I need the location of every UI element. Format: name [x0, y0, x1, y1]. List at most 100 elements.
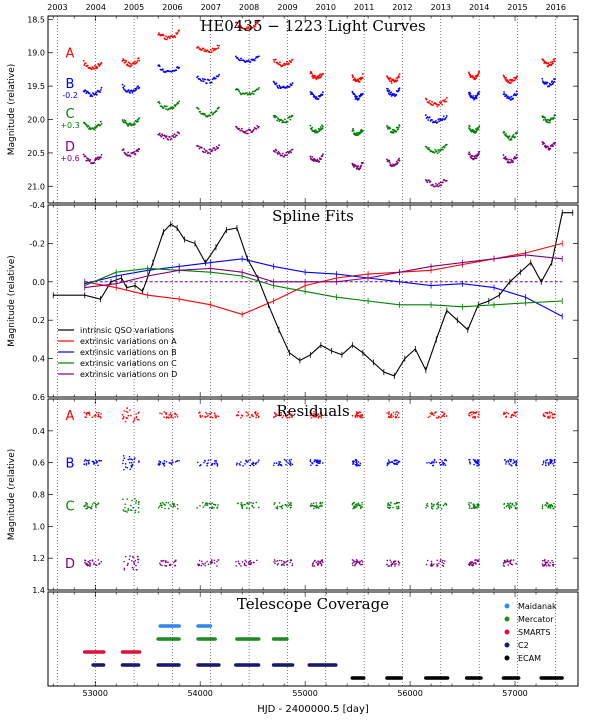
residual-point-a — [199, 416, 202, 418]
residual-point-a — [210, 415, 212, 418]
coverage-point-c2 — [177, 663, 181, 667]
residual-point-d — [547, 560, 550, 562]
point-a — [395, 77, 398, 79]
residual-point-c — [397, 501, 399, 504]
point-a — [310, 72, 313, 75]
residual-point-b — [239, 464, 241, 466]
point-c — [319, 126, 322, 128]
point-a — [312, 77, 315, 80]
point-d — [168, 136, 171, 138]
point-a — [83, 64, 86, 66]
residual-point-a — [214, 414, 216, 416]
residual-point-d — [204, 562, 207, 564]
residual-point-b — [512, 459, 515, 461]
series-label-a: A — [66, 47, 75, 62]
residual-point-a — [398, 416, 400, 419]
point-d — [513, 157, 515, 160]
point-b — [240, 57, 242, 60]
point-a — [98, 65, 101, 67]
residual-point-a — [282, 414, 285, 417]
chart-title-light-curves: HE0435 − 1223 Light Curves — [200, 17, 425, 35]
residual-point-c — [159, 502, 162, 505]
point-d — [208, 148, 211, 151]
point-b — [315, 96, 318, 99]
point-c — [95, 126, 98, 128]
residual-point-a — [396, 411, 399, 413]
residual-point-d — [510, 563, 513, 566]
point-c — [398, 124, 401, 127]
residual-point-c — [134, 509, 137, 512]
residual-point-a — [213, 412, 216, 414]
point-c — [254, 89, 257, 92]
residual-point-c — [476, 504, 479, 506]
point-a — [248, 28, 251, 31]
point-b — [202, 80, 205, 83]
residual-point-b — [85, 462, 88, 465]
residual-point-a — [254, 413, 257, 415]
residual-point-b — [397, 460, 400, 463]
residual-point-d — [290, 559, 292, 561]
residual-point-a — [315, 414, 318, 416]
point-b — [442, 117, 444, 120]
point-c — [199, 110, 202, 113]
point-d — [167, 138, 170, 141]
point-a — [134, 60, 136, 63]
residual-point-d — [312, 565, 314, 567]
residual-point-b — [96, 460, 99, 463]
residual-point-d — [471, 561, 474, 564]
residual-point-a — [85, 412, 87, 415]
residual-point-d — [441, 561, 443, 564]
point-c — [99, 124, 102, 127]
residual-point-c — [514, 507, 517, 509]
point-b — [389, 93, 392, 96]
residual-point-a — [433, 414, 435, 417]
residual-point-b — [322, 462, 324, 464]
residual-point-b — [279, 461, 282, 463]
residual-point-b — [85, 464, 88, 466]
point-a — [137, 57, 140, 60]
residual-point-d — [541, 563, 544, 565]
residual-point-a — [388, 413, 390, 416]
residual-point-c — [397, 505, 400, 508]
coverage-point-c2 — [136, 663, 141, 667]
residual-point-b — [257, 461, 259, 463]
residual-point-c — [353, 506, 355, 508]
residual-point-b — [138, 461, 140, 463]
residual-point-d — [474, 562, 477, 564]
point-b — [217, 75, 220, 78]
y-tick-label: 0.6 — [32, 393, 45, 402]
residual-point-b — [162, 463, 165, 466]
residual-point-b — [215, 461, 217, 463]
residual-point-a — [515, 415, 517, 417]
residual-point-c — [86, 503, 89, 505]
point-a — [552, 58, 555, 61]
residual-point-d — [85, 563, 88, 565]
residual-point-b — [552, 462, 554, 465]
top-year-label: 2011 — [354, 3, 374, 12]
residual-point-d — [211, 561, 214, 564]
residual-point-d — [507, 564, 510, 566]
point-d — [469, 153, 471, 156]
point-b — [175, 69, 177, 72]
point-c — [210, 111, 213, 114]
residual-point-b — [100, 459, 103, 462]
point-d — [445, 179, 448, 182]
point-b — [83, 90, 86, 93]
residual-point-a — [129, 409, 131, 411]
residual-point-a — [237, 411, 240, 413]
residual-point-c — [513, 504, 516, 507]
residual-point-a — [285, 415, 287, 418]
residual-point-c — [211, 507, 214, 510]
residual-point-a — [287, 413, 289, 416]
point-c — [503, 131, 506, 134]
residual-point-c — [547, 505, 550, 508]
residual-point-b — [165, 460, 168, 463]
residual-point-b — [319, 459, 321, 462]
residual-point-a — [85, 413, 88, 416]
point-d — [178, 132, 181, 135]
point-c — [93, 128, 96, 131]
residual-point-a — [390, 416, 393, 419]
residual-point-c — [204, 504, 206, 507]
residual-point-a — [94, 414, 97, 416]
